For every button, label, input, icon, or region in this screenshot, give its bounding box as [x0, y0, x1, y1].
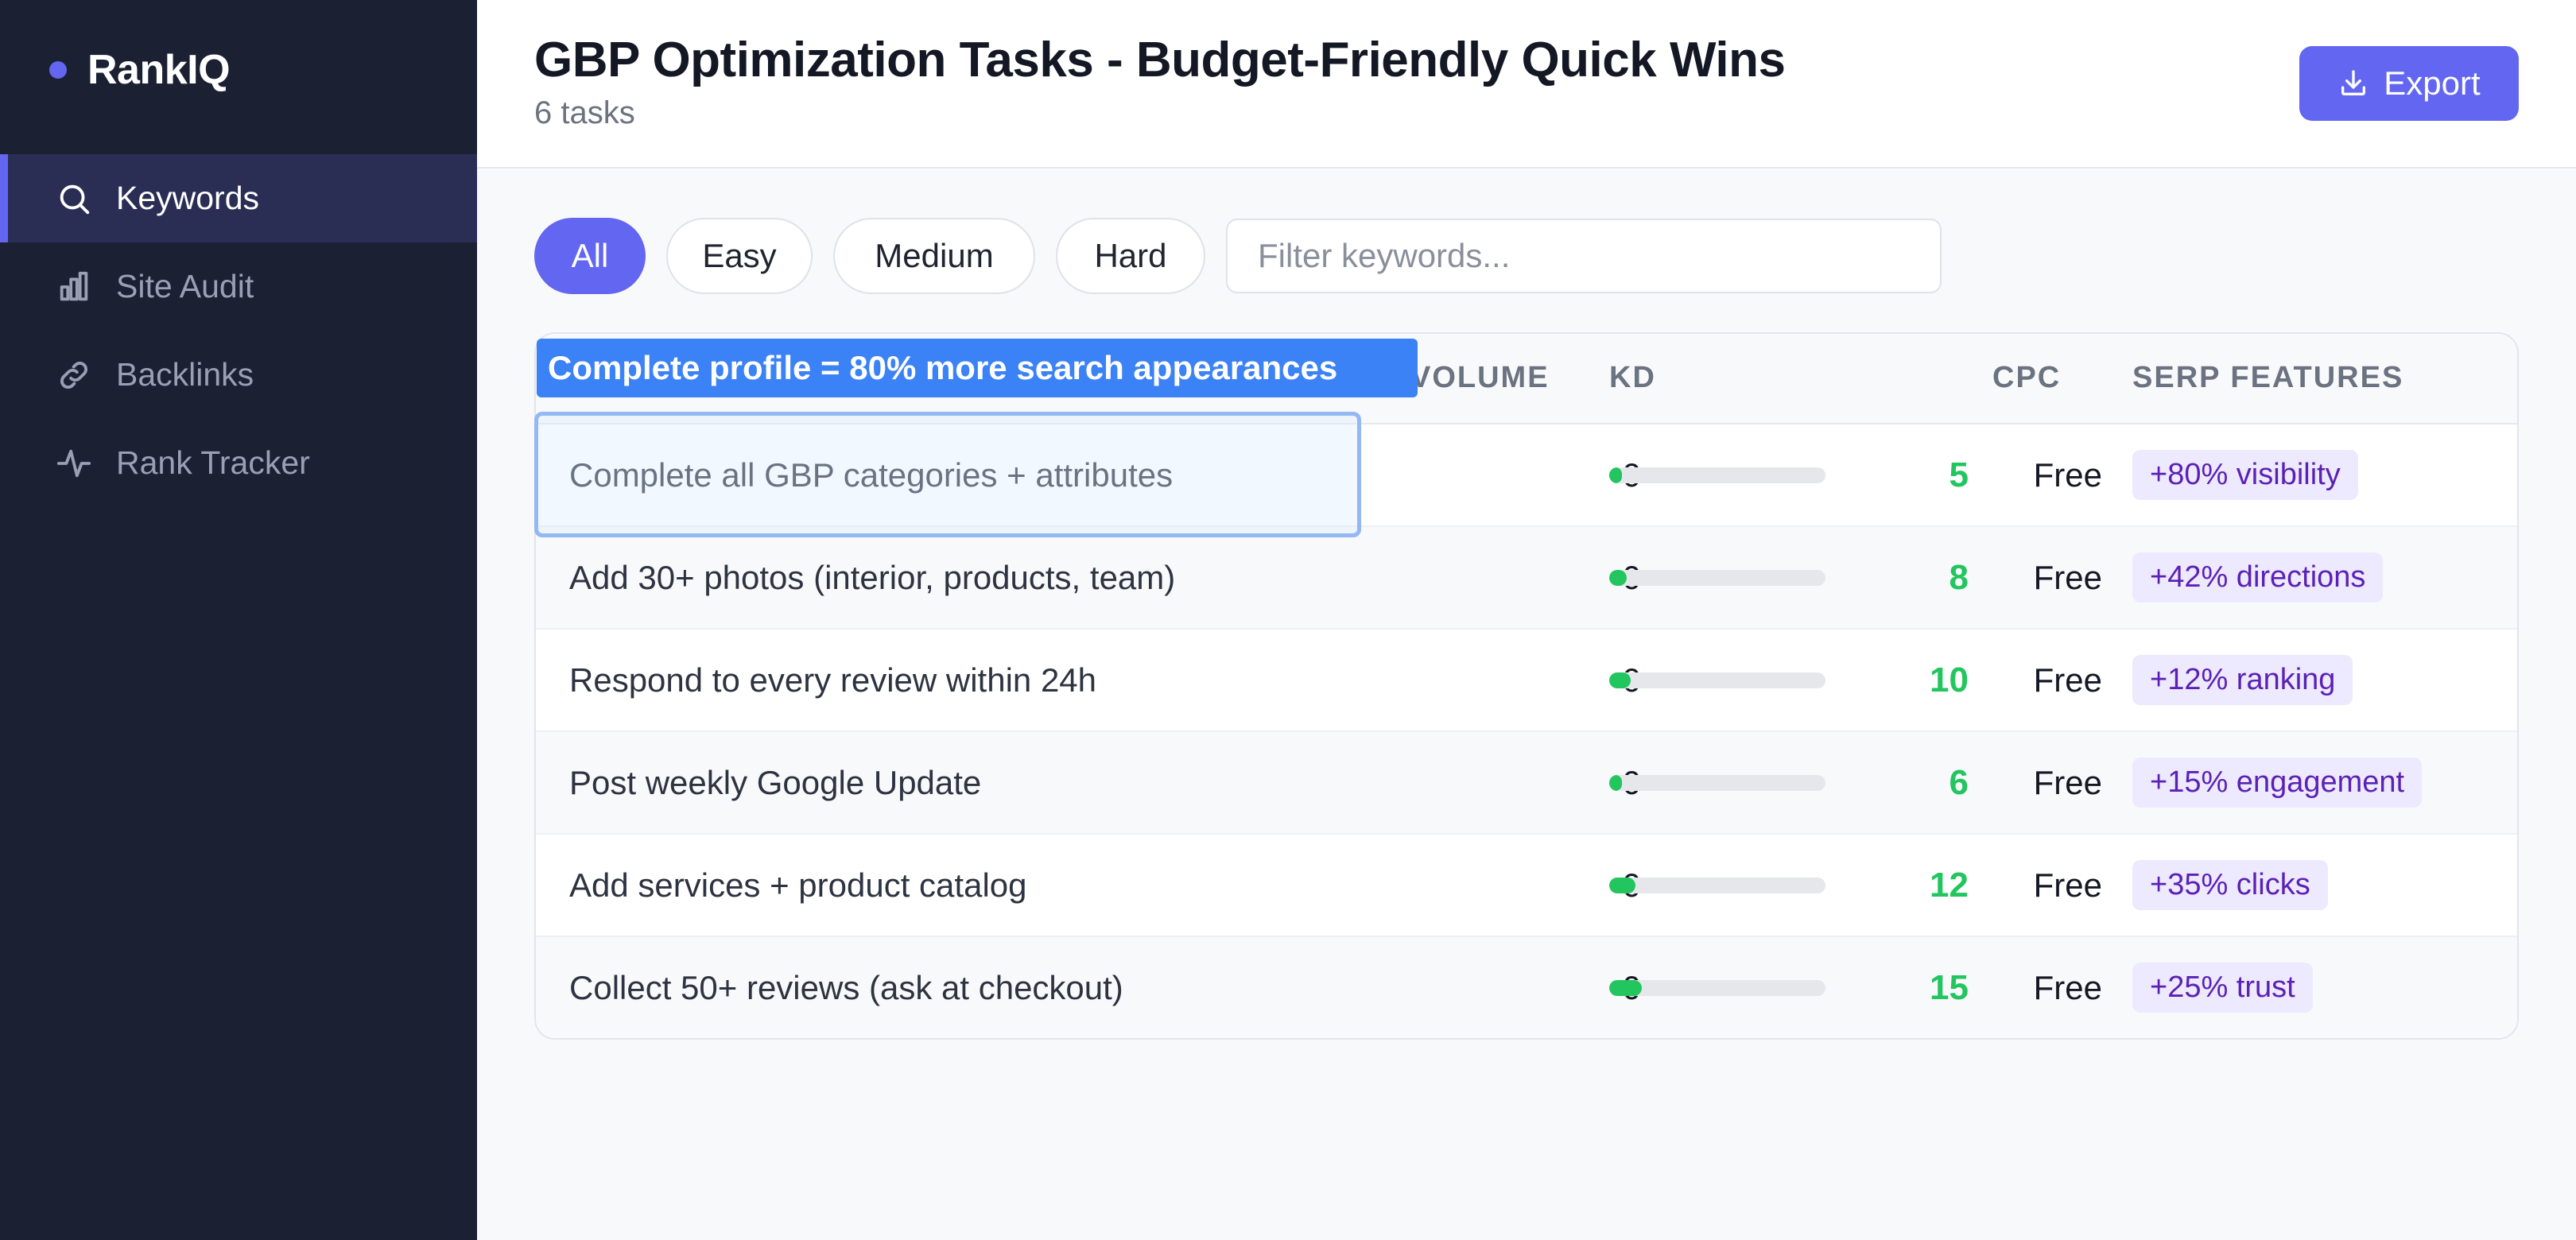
- task-name: Post weekly Google Update: [569, 763, 982, 801]
- task-name: Collect 50+ reviews (ask at checkout): [569, 968, 1123, 1006]
- download-icon: [2341, 70, 2366, 96]
- sidebar-item-keywords[interactable]: Keywords: [0, 154, 477, 242]
- serp-feature-cell: +42% directions: [2132, 527, 2384, 628]
- tooltip: Complete profile = 80% more search appea…: [537, 339, 1418, 397]
- kd-value: 8: [1949, 557, 1969, 597]
- serp-feature-cell: +80% visibility: [2132, 424, 2358, 525]
- export-button[interactable]: Export: [2299, 46, 2519, 121]
- column-header-serp-features[interactable]: SERP FEATURES: [2132, 361, 2404, 394]
- sidebar-nav: Keywords Site Audit Backlinks Rank Track…: [0, 154, 477, 507]
- search-icon: [56, 180, 92, 217]
- activity-icon: [56, 445, 92, 482]
- kd-bar: [1609, 630, 1825, 730]
- column-header-kd[interactable]: KD: [1609, 361, 1656, 394]
- task-name: Add services + product catalog: [569, 866, 1027, 904]
- kd-bar: [1609, 835, 1825, 936]
- serp-feature-badge: +15% engagement: [2132, 758, 2423, 808]
- cpc-value: Free: [2033, 866, 2102, 904]
- sidebar-item-backlinks[interactable]: Backlinks: [0, 331, 477, 419]
- kd-bar: [1609, 732, 1825, 833]
- task-name: Respond to every review within 24h: [569, 661, 1097, 699]
- sidebar-item-rank-tracker[interactable]: Rank Tracker: [0, 419, 477, 507]
- serp-feature-badge: +35% clicks: [2132, 860, 2328, 910]
- task-name: Add 30+ photos (interior, products, team…: [569, 558, 1176, 596]
- serp-feature-badge: +80% visibility: [2132, 450, 2358, 500]
- column-header-volume[interactable]: VOLUME: [1410, 361, 1550, 394]
- cpc-value: Free: [2033, 661, 2102, 699]
- sidebar: RankIQ Keywords Site Audit Backlinks Ran…: [0, 0, 477, 1240]
- table-row[interactable]: Add 30+ photos (interior, products, team…: [536, 527, 2517, 630]
- kd-value: 15: [1930, 967, 1969, 1007]
- tasks-table: VOLUME KD CPC SERP FEATURES Complete all…: [534, 332, 2519, 1040]
- kd-value: 12: [1930, 865, 1969, 905]
- kd-bar: [1609, 424, 1825, 525]
- kd-bar-fill: [1609, 467, 1622, 483]
- row-hover-highlight: [534, 412, 1361, 537]
- kd-bar-fill: [1609, 877, 1635, 893]
- serp-feature-cell: +12% ranking: [2132, 630, 2353, 730]
- export-label: Export: [2384, 64, 2481, 102]
- task-name: Complete all GBP categories + attributes: [569, 455, 1174, 494]
- table-row[interactable]: Respond to every review within 24h 0 10 …: [536, 630, 2517, 732]
- kd-value: 5: [1949, 455, 1969, 494]
- kd-bar-fill: [1609, 569, 1627, 586]
- sidebar-item-label: Rank Tracker: [116, 444, 310, 481]
- column-header-cpc[interactable]: CPC: [1992, 361, 2062, 394]
- kd-bar-fill: [1609, 672, 1631, 688]
- link-icon: [56, 357, 92, 393]
- sidebar-item-label: Keywords: [116, 180, 260, 216]
- filter-bar: All Easy Medium Hard: [534, 218, 1942, 294]
- filter-pill-easy[interactable]: Easy: [666, 218, 813, 294]
- kd-bar-fill: [1609, 774, 1623, 791]
- table-row[interactable]: Add services + product catalog 0 12 Free…: [536, 835, 2517, 937]
- cpc-value: Free: [2033, 455, 2102, 494]
- filter-pill-all[interactable]: All: [534, 218, 646, 294]
- sidebar-item-label: Site Audit: [116, 268, 254, 304]
- sidebar-item-label: Backlinks: [116, 356, 254, 393]
- table-row[interactable]: Complete all GBP categories + attributes…: [536, 424, 2517, 527]
- filter-keywords-input[interactable]: [1226, 219, 1942, 293]
- serp-feature-cell: +35% clicks: [2132, 835, 2328, 936]
- cpc-value: Free: [2033, 763, 2102, 801]
- brand-name: RankIQ: [87, 47, 231, 93]
- serp-feature-badge: +12% ranking: [2132, 655, 2353, 705]
- brand-logo[interactable]: RankIQ: [49, 46, 231, 94]
- kd-value: 10: [1930, 660, 1969, 699]
- serp-feature-cell: +25% trust: [2132, 937, 2313, 1038]
- page-header: GBP Optimization Tasks - Budget-Friendly…: [477, 0, 2576, 169]
- cpc-value: Free: [2033, 968, 2102, 1006]
- cpc-value: Free: [2033, 558, 2102, 596]
- serp-feature-badge: +42% directions: [2132, 552, 2384, 603]
- kd-bar-fill: [1609, 979, 1642, 996]
- task-count: 6 tasks: [534, 95, 635, 130]
- table-row[interactable]: Post weekly Google Update 0 6 Free +15% …: [536, 732, 2517, 835]
- kd-bar: [1609, 937, 1825, 1038]
- table-row[interactable]: Collect 50+ reviews (ask at checkout) 0 …: [536, 937, 2517, 1038]
- kd-value: 6: [1949, 762, 1969, 802]
- serp-feature-badge: +25% trust: [2132, 963, 2313, 1013]
- filter-pill-medium[interactable]: Medium: [833, 218, 1035, 294]
- serp-feature-cell: +15% engagement: [2132, 732, 2423, 833]
- kd-bar: [1609, 527, 1825, 628]
- filter-pill-hard[interactable]: Hard: [1056, 218, 1205, 294]
- page-title: GBP Optimization Tasks - Budget-Friendly…: [534, 33, 1786, 87]
- bar-chart-icon: [56, 269, 92, 305]
- sidebar-item-site-audit[interactable]: Site Audit: [0, 242, 477, 331]
- brand-dot-icon: [49, 61, 67, 79]
